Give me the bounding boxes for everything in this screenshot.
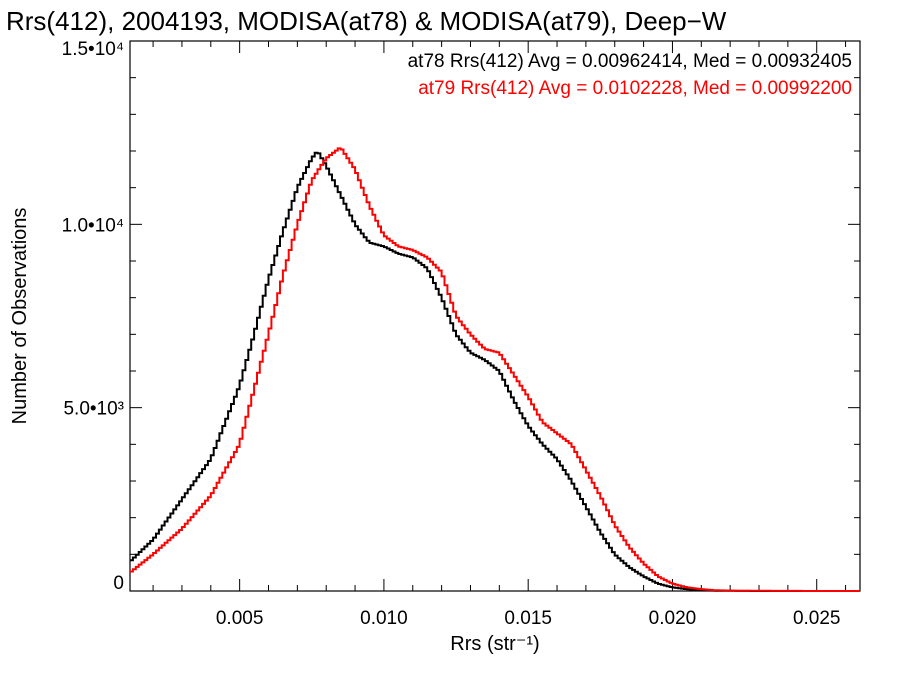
- y-tick-label: 5.0•10³: [63, 399, 124, 420]
- x-tick-label: 0.015: [504, 608, 552, 629]
- series-line-at79: [130, 147, 860, 592]
- y-axis-label: Number of Observations: [9, 208, 31, 425]
- x-tick-label: 0.010: [360, 608, 408, 629]
- series-line-at78: [130, 151, 860, 592]
- x-tick-label: 0.020: [649, 608, 697, 629]
- x-tick-label: 0.005: [216, 608, 264, 629]
- x-tick-label: 0.025: [793, 608, 841, 629]
- y-tick-label: 0: [113, 573, 124, 594]
- chart-title: Rrs(412), 2004193, MODISA(at78) & MODISA…: [6, 6, 727, 36]
- y-tick-label: 1.5•10⁴: [62, 39, 124, 60]
- legend-entry-at79: at79 Rrs(412) Avg = 0.0102228, Med = 0.0…: [418, 78, 852, 99]
- legend-entry-at78: at78 Rrs(412) Avg = 0.00962414, Med = 0.…: [408, 51, 852, 72]
- ticks-layer: 0.005 0.010 0.015 0.020 0.025 0 5.0•10³ 1.0•10⁴…: [62, 39, 860, 629]
- plot-frame: [129, 40, 861, 592]
- series-layer: [130, 147, 860, 592]
- x-axis-label: Rrs (str⁻¹): [450, 633, 539, 655]
- y-tick-label: 1.0•10⁴: [62, 215, 124, 236]
